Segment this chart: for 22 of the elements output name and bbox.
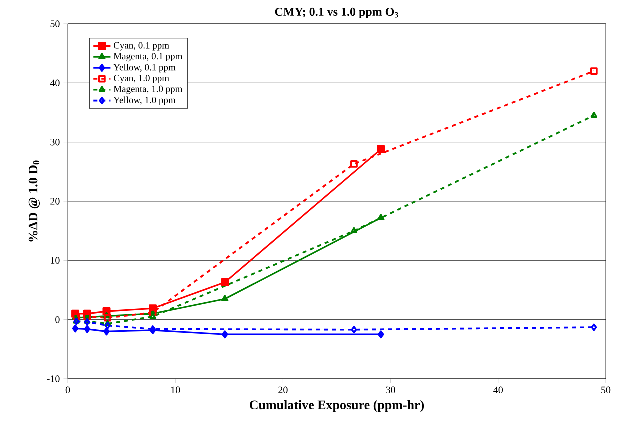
chart-title: CMY; 0.1 vs 1.0 ppm O$_{3}$ <box>275 8 398 18</box>
x-tick-label: 50 <box>602 386 611 394</box>
y-tick-label: -10 <box>47 376 60 382</box>
y-tick-label: 0 <box>56 316 60 324</box>
x-tick-label: 0 <box>66 386 70 394</box>
y-tick-label: 20 <box>50 198 60 205</box>
legend-label: Yellow, 0.1 ppm <box>114 64 176 73</box>
legend-label: Yellow, 1.0 ppm <box>114 96 176 106</box>
x-axis-title: Cumulative Exposure (ppm-hr) <box>250 400 424 412</box>
legend-label: Magenta, 0.1 ppm <box>114 53 183 62</box>
y-tick-label: 50 <box>50 20 60 28</box>
y-tick-label: 30 <box>50 138 60 146</box>
legend-label: Cyan, 0.1 ppm <box>114 42 170 51</box>
x-tick-label: 30 <box>386 386 396 394</box>
legend-label: Cyan, 1.0 ppm <box>114 75 170 84</box>
x-tick-label: 40 <box>494 386 504 394</box>
x-tick-label: 20 <box>278 386 288 394</box>
y-tick-label: 10 <box>51 257 60 264</box>
legend-label: Magenta, 1.0 ppm <box>114 86 183 94</box>
y-tick-label: 40 <box>50 80 60 87</box>
x-tick-label: 10 <box>171 386 180 394</box>
y-axis-title: %ΔD @ 1.0 D$_{0}$ <box>28 160 40 242</box>
